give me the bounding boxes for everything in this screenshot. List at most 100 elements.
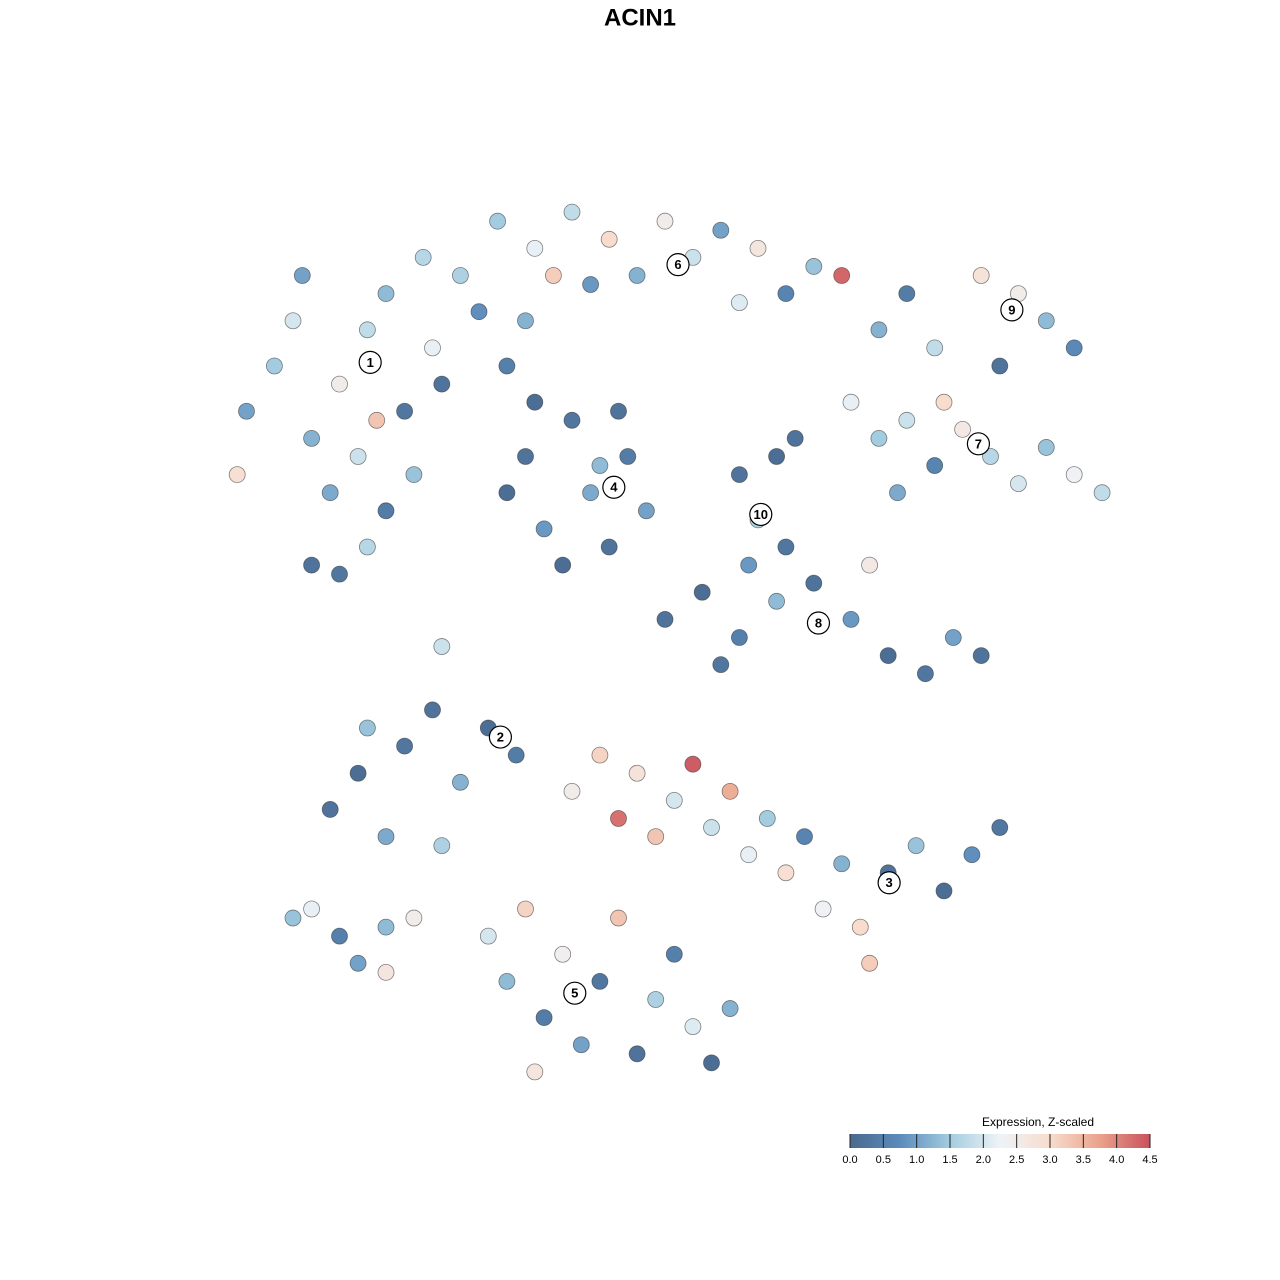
point: [805, 574, 823, 592]
point: [321, 484, 339, 502]
point: [610, 402, 627, 420]
point: [554, 556, 572, 574]
point: [721, 782, 739, 800]
point: [861, 954, 878, 972]
point: [647, 828, 665, 845]
point: [768, 448, 785, 465]
cluster-label-bg: [806, 611, 831, 635]
colorbar-tick-label: 3.0: [1042, 1154, 1057, 1166]
point: [517, 312, 534, 330]
point: [926, 457, 944, 474]
colorbar: [850, 1134, 1150, 1148]
point: [954, 420, 971, 438]
point: [377, 918, 395, 936]
point: [1065, 339, 1083, 357]
cluster-label: 4: [610, 480, 618, 495]
point: [331, 375, 348, 393]
point: [377, 963, 395, 981]
point: [907, 837, 925, 855]
point: [861, 556, 878, 574]
point: [396, 737, 414, 755]
cluster-label-bg: [358, 350, 382, 374]
cluster-label-bg: [1000, 298, 1024, 322]
point: [517, 900, 534, 918]
point: [898, 411, 916, 429]
cluster-label-bg: [749, 502, 773, 527]
point: [293, 267, 311, 284]
point: [870, 321, 888, 339]
colorbar-tick-label: 4.0: [1109, 1154, 1124, 1166]
point: [563, 411, 581, 429]
point: [703, 1054, 720, 1072]
point: [405, 909, 423, 927]
point: [777, 864, 795, 882]
point: [703, 819, 720, 836]
point: [740, 846, 758, 864]
point: [684, 755, 702, 773]
point: [758, 810, 776, 827]
point: [926, 339, 944, 357]
point: [1065, 466, 1083, 484]
point: [600, 538, 618, 556]
point: [972, 647, 990, 664]
point: [972, 267, 990, 284]
point: [656, 212, 674, 230]
point: [331, 927, 348, 945]
point: [303, 900, 321, 918]
cluster-label-bg: [563, 981, 587, 1005]
point: [712, 221, 730, 239]
point: [545, 267, 562, 284]
point: [842, 393, 860, 411]
cluster-label: 7: [975, 436, 982, 451]
point: [238, 402, 255, 420]
point: [731, 466, 748, 484]
point: [656, 611, 674, 628]
point: [917, 665, 934, 683]
point: [944, 629, 962, 646]
cluster-label: 2: [497, 729, 504, 744]
colorbar-tick-label: 2.5: [1009, 1154, 1024, 1166]
point: [833, 267, 851, 284]
cluster-label: 1: [367, 355, 374, 370]
point: [731, 629, 748, 646]
cluster-label: 3: [886, 875, 893, 890]
point: [526, 239, 544, 257]
point: [572, 1036, 590, 1054]
point: [991, 819, 1009, 836]
point: [582, 484, 599, 502]
point: [424, 701, 441, 719]
legend: Expression, Z-scaled 0.0 0.5 1.0 1.5 2.0 2.5 3…: [842, 1115, 1157, 1166]
point: [1037, 439, 1055, 456]
cluster-label-bg: [877, 871, 901, 895]
legend-title: Expression, Z-scaled: [982, 1115, 1094, 1129]
point: [349, 764, 367, 782]
point: [405, 466, 423, 484]
point: [517, 448, 534, 465]
cluster-labels: 1 2 3 4 5 6 7 8 9 10: [358, 253, 1024, 1005]
point: [749, 239, 767, 257]
point: [768, 592, 785, 610]
point: [805, 258, 823, 275]
point: [591, 457, 609, 474]
points: [228, 203, 1111, 1081]
point: [358, 719, 376, 737]
point: [414, 248, 432, 266]
point: [451, 773, 469, 791]
point: [842, 611, 860, 628]
point: [898, 285, 916, 303]
point: [963, 846, 981, 864]
point: [712, 656, 730, 674]
point: [303, 556, 321, 574]
point: [498, 484, 516, 502]
point: [1037, 312, 1055, 330]
point: [796, 828, 813, 845]
point: [935, 393, 953, 411]
point: [628, 267, 646, 284]
cluster-label: 10: [754, 507, 768, 522]
point: [470, 303, 488, 321]
point: [1093, 484, 1111, 502]
cluster-label-bg: [488, 725, 512, 749]
point: [451, 267, 469, 284]
point: [535, 520, 553, 538]
